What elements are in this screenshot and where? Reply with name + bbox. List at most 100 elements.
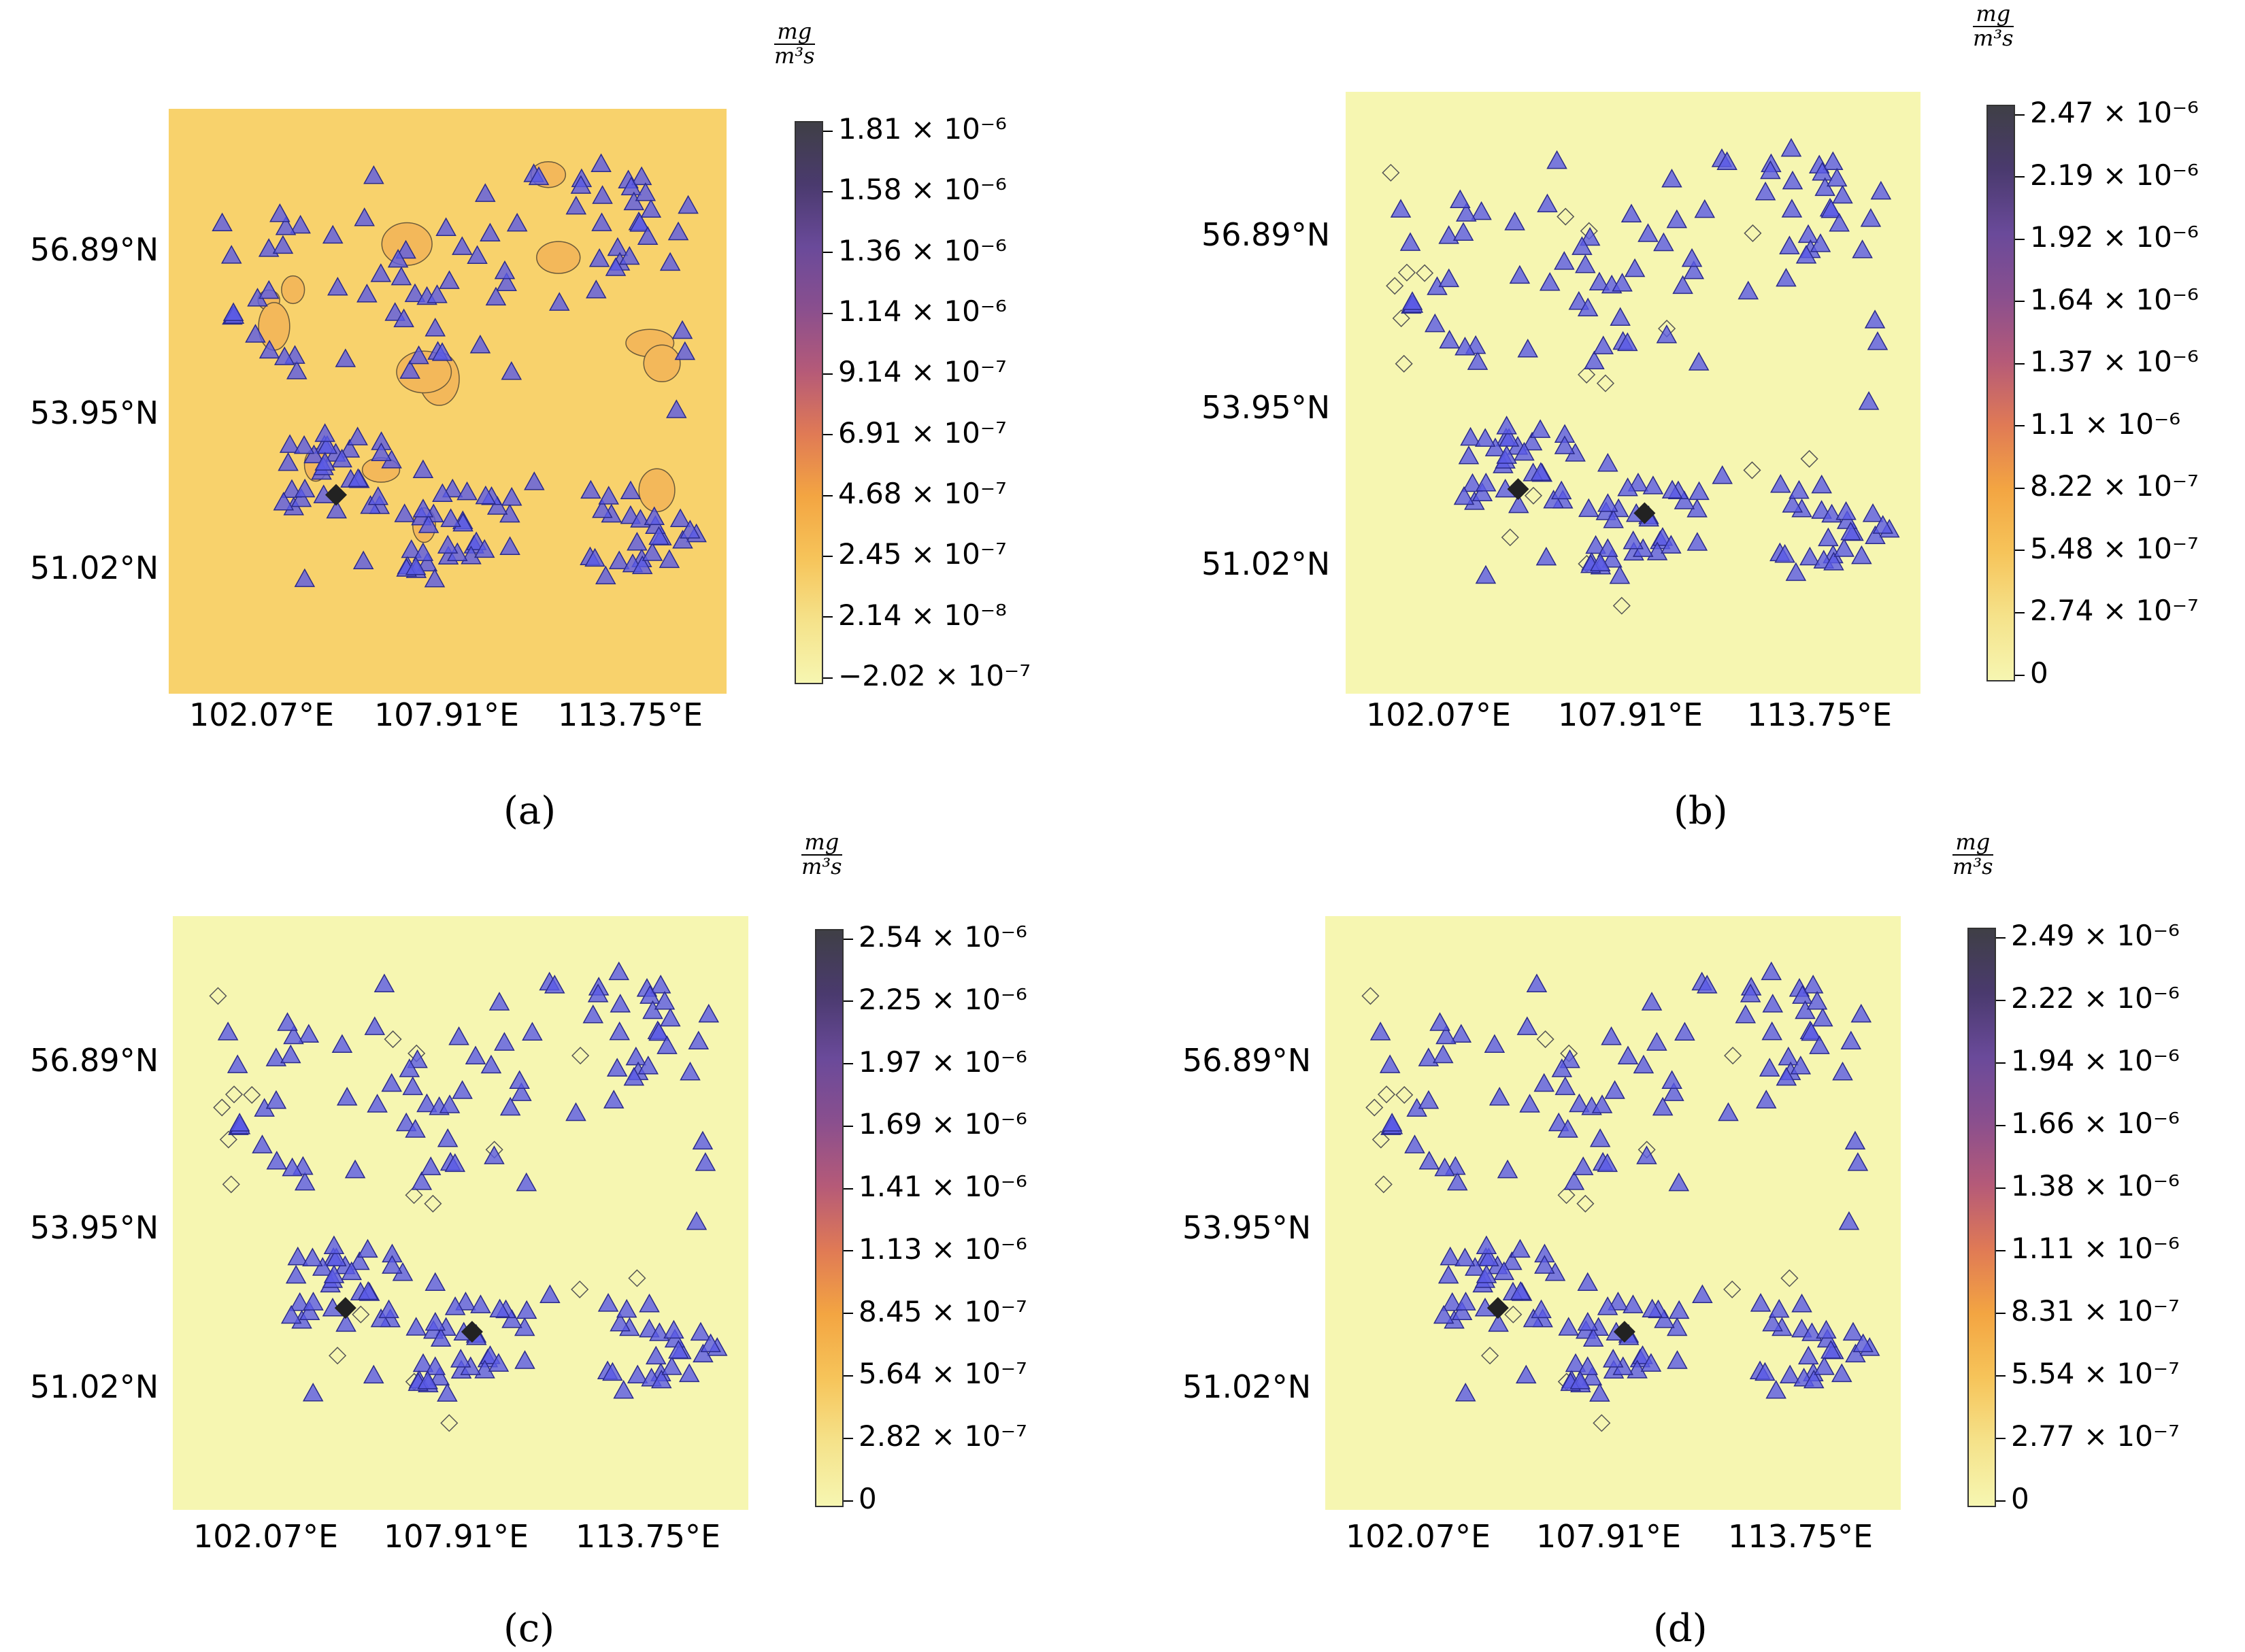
station-marker <box>1582 1328 1604 1347</box>
station-marker <box>1476 1264 1497 1283</box>
station-marker <box>1550 480 1572 500</box>
colorbar-tick-label: 2.54 × 10⁻⁶ <box>844 923 1027 951</box>
station-marker <box>1612 273 1633 292</box>
station-marker <box>1661 535 1682 554</box>
station-marker <box>587 983 609 1002</box>
station-marker <box>1530 462 1552 481</box>
colorbar-tick-label: 1.92 × 10⁻⁶ <box>2015 223 2199 252</box>
station-marker <box>1820 1340 1842 1359</box>
colorbar-tick-text: 2.22 × 10⁻⁶ <box>2011 981 2180 1015</box>
station-marker <box>544 975 565 994</box>
unit-label-c: mg m³s <box>801 829 842 879</box>
station-marker <box>1688 352 1710 371</box>
station-marker <box>1534 1255 1555 1274</box>
station-marker <box>648 1022 669 1041</box>
colorbar-tick-label: 1.36 × 10⁻⁶ <box>823 236 1007 265</box>
colorbar-d <box>1967 928 1996 1507</box>
colorbar-tick-mark <box>823 190 833 192</box>
station-marker <box>429 1366 450 1386</box>
station-marker <box>352 550 374 570</box>
station-marker <box>1458 445 1480 465</box>
colorbar-tick-text: 1.14 × 10⁻⁶ <box>838 294 1007 328</box>
station-marker <box>424 568 446 588</box>
station-marker <box>1433 1304 1454 1324</box>
station-marker <box>220 245 242 264</box>
station-marker <box>1475 564 1497 584</box>
station-marker <box>1597 1153 1618 1173</box>
colorbar-tick-text: 9.14 × 10⁻⁷ <box>838 355 1007 389</box>
station-marker <box>609 1021 630 1041</box>
station-marker <box>354 207 375 226</box>
station-marker <box>1858 391 1880 410</box>
station-marker <box>427 284 448 303</box>
station-marker <box>1663 1082 1684 1101</box>
colorbar-tick-text: 2.54 × 10⁻⁶ <box>859 920 1027 954</box>
colorbar-tick-mark <box>2015 611 2025 613</box>
station-marker <box>1563 1171 1585 1190</box>
station-marker <box>1774 543 1795 563</box>
colorbar-tick-mark <box>844 1063 853 1065</box>
station-marker <box>1597 493 1618 512</box>
station-marker <box>597 1293 619 1312</box>
station-marker <box>1683 260 1705 280</box>
station-marker <box>266 1150 288 1170</box>
station-marker <box>1569 1093 1590 1113</box>
station-marker <box>336 1086 358 1106</box>
station-marker <box>1515 1364 1537 1384</box>
station-marker <box>1865 525 1886 544</box>
station-marker <box>1782 170 1803 190</box>
station-marker <box>625 1046 647 1066</box>
station-marker <box>1476 1235 1497 1255</box>
station-marker <box>411 1171 433 1190</box>
station-marker <box>480 1345 501 1364</box>
station-marker <box>1569 1370 1591 1389</box>
station-marker <box>1617 332 1638 352</box>
colorbar-tick-mark <box>844 1250 853 1252</box>
colorbar-tick-mark <box>2015 674 2025 676</box>
station-marker <box>1442 1292 1463 1311</box>
station-marker <box>485 286 507 306</box>
station-marker <box>1694 199 1716 218</box>
station-marker <box>1770 473 1791 493</box>
station-marker <box>444 1296 466 1315</box>
station-marker <box>1653 232 1674 252</box>
station-marker <box>1597 452 1618 472</box>
colorbar-tick-mark <box>823 677 833 679</box>
concentration-contour <box>1397 263 1416 282</box>
station-marker <box>404 283 426 303</box>
station-marker <box>692 1130 714 1150</box>
concentration-contour <box>1374 1175 1393 1194</box>
station-marker <box>1589 1383 1610 1402</box>
colorbar-tick-mark <box>823 373 833 375</box>
station-marker <box>1740 983 1761 1002</box>
station-marker <box>690 1321 712 1341</box>
lat-label-d-2: 53.95°N <box>1182 1209 1312 1246</box>
station-marker <box>1737 280 1759 300</box>
lon-label-b-2: 107.91°E <box>1558 696 1703 733</box>
station-marker <box>509 1070 530 1089</box>
station-marker <box>1835 501 1857 520</box>
station-marker <box>269 203 290 222</box>
lon-label-c-3: 113.75°E <box>576 1518 721 1555</box>
station-marker <box>474 183 496 202</box>
station-marker <box>323 1235 345 1255</box>
station-marker <box>1572 1156 1594 1175</box>
station-marker <box>1761 1021 1782 1041</box>
station-marker <box>661 1356 682 1375</box>
station-marker <box>1452 222 1474 241</box>
station-marker <box>1454 1383 1476 1402</box>
station-marker <box>570 175 592 194</box>
station-marker <box>592 499 613 518</box>
colorbar-tick-label: 5.48 × 10⁻⁷ <box>2015 534 2199 563</box>
concentration-contour <box>258 302 290 351</box>
colorbar-tick-label: 1.69 × 10⁻⁶ <box>844 1110 1027 1139</box>
station-marker <box>335 348 356 367</box>
station-marker <box>395 239 416 259</box>
colorbar-tick-text: 1.92 × 10⁻⁶ <box>2030 220 2199 254</box>
colorbar-tick-mark <box>844 1313 853 1315</box>
station-marker <box>1462 473 1483 492</box>
colorbar-tick-text: 5.64 × 10⁻⁷ <box>859 1357 1027 1391</box>
station-marker <box>265 1090 287 1109</box>
station-marker <box>607 237 629 256</box>
station-marker <box>619 246 640 265</box>
